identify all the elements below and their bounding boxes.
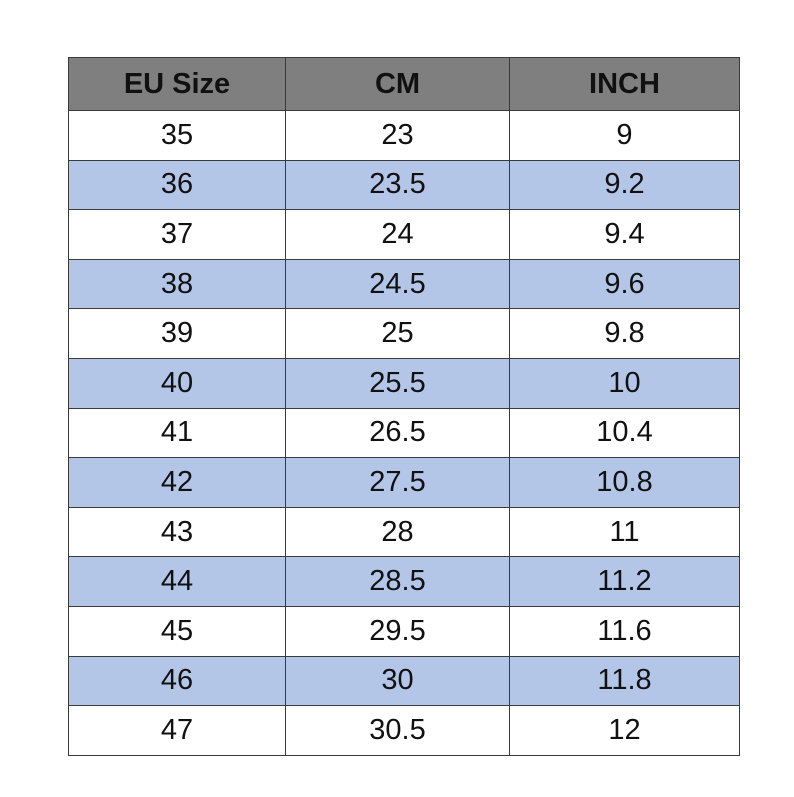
table-cell: 28.5 (285, 556, 510, 607)
size-table: EU Size CM INCH 35 23 9 36 23.5 9.2 37 24 9.4 38 24.… (68, 57, 740, 756)
table-row: 38 24.5 9.6 (68, 258, 740, 310)
table-row: 44 28.5 11.2 (68, 556, 740, 607)
table-cell: 11.8 (509, 655, 740, 707)
table-cell: 26.5 (285, 407, 510, 459)
table-cell: 24 (285, 209, 510, 260)
table-cell: 44 (68, 556, 286, 607)
table-cell: 9 (509, 110, 740, 161)
header-cell: EU Size (68, 57, 286, 111)
table-cell: 25 (285, 308, 510, 359)
table-cell: 42 (68, 457, 286, 508)
table-cell: 10.4 (509, 407, 740, 459)
table-row: 43 28 11 (68, 506, 740, 558)
table-row: 40 25.5 10 (68, 357, 740, 409)
table-cell: 12 (509, 705, 740, 756)
table-cell: 23 (285, 110, 510, 161)
table-cell: 10 (509, 357, 740, 409)
table-cell: 27.5 (285, 457, 510, 508)
table-cell: 39 (68, 308, 286, 359)
table-row: 42 27.5 10.8 (68, 457, 740, 508)
table-cell: 45 (68, 605, 286, 657)
header-cell: CM (285, 57, 510, 111)
table-row: 36 23.5 9.2 (68, 159, 740, 211)
table-cell: 24.5 (285, 258, 510, 310)
table-cell: 11.6 (509, 605, 740, 657)
table-cell: 38 (68, 258, 286, 310)
table-cell: 37 (68, 209, 286, 260)
table-cell: 9.2 (509, 159, 740, 211)
table-cell: 11.2 (509, 556, 740, 607)
table-cell: 43 (68, 506, 286, 558)
table-row: 41 26.5 10.4 (68, 407, 740, 459)
table-cell: 25.5 (285, 357, 510, 409)
table-row: 39 25 9.8 (68, 308, 740, 359)
table-cell: 11 (509, 506, 740, 558)
table-row: 37 24 9.4 (68, 209, 740, 260)
table-cell: 23.5 (285, 159, 510, 211)
table-cell: 10.8 (509, 457, 740, 508)
table-cell: 9.4 (509, 209, 740, 260)
table-cell: 36 (68, 159, 286, 211)
table-cell: 9.8 (509, 308, 740, 359)
table-cell: 47 (68, 705, 286, 756)
table-row: 45 29.5 11.6 (68, 605, 740, 657)
table-cell: 41 (68, 407, 286, 459)
header-row: EU Size CM INCH (68, 57, 740, 111)
table-row: 35 23 9 (68, 110, 740, 161)
table-cell: 40 (68, 357, 286, 409)
table-cell: 30 (285, 655, 510, 707)
table-cell: 35 (68, 110, 286, 161)
table-cell: 9.6 (509, 258, 740, 310)
table-cell: 30.5 (285, 705, 510, 756)
table-cell: 46 (68, 655, 286, 707)
table-cell: 29.5 (285, 605, 510, 657)
table-cell: 28 (285, 506, 510, 558)
table-row: 46 30 11.8 (68, 655, 740, 707)
header-cell: INCH (509, 57, 740, 111)
table-row: 47 30.5 12 (68, 705, 740, 756)
